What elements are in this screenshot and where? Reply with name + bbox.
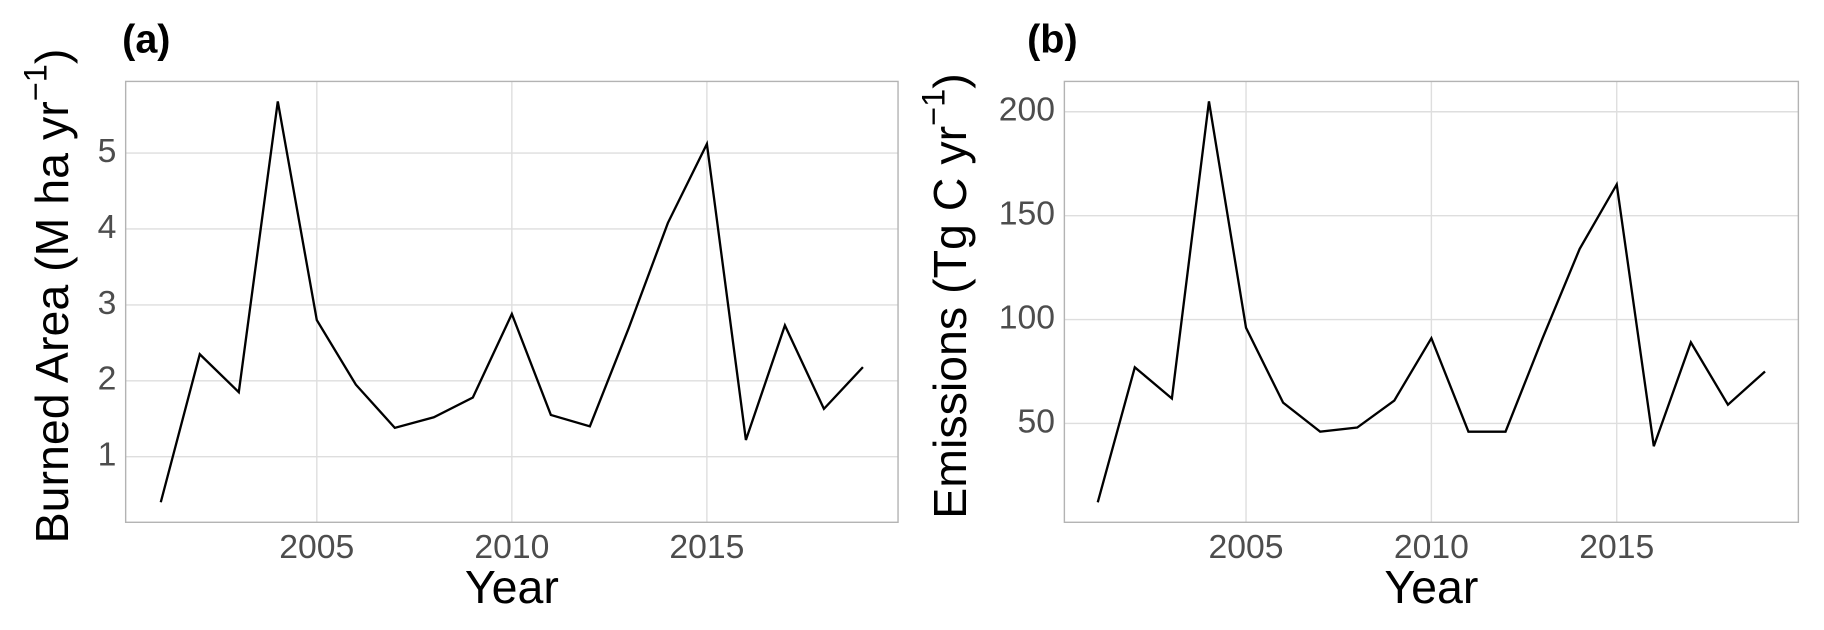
y-tick-label: 5 xyxy=(98,132,117,170)
y-axis-title-suffix: ) xyxy=(26,49,78,64)
data-line xyxy=(159,101,864,503)
y-tick-label: 200 xyxy=(999,91,1055,129)
y-axis-title-superscript: −1 xyxy=(17,64,53,101)
y-tick-label: 150 xyxy=(999,195,1055,233)
panel-label: (b) xyxy=(1027,17,1077,61)
x-axis-title: Year xyxy=(465,561,559,613)
plot-frame xyxy=(124,80,899,523)
y-tick-label: 1 xyxy=(98,436,117,474)
data-line xyxy=(1096,101,1766,503)
y-tick-label: 50 xyxy=(1018,402,1056,440)
y-axis-title-text: Burned Area (M ha yr xyxy=(26,101,78,543)
y-axis-title-text: Emissions (Tg C yr xyxy=(924,126,976,519)
y-tick-label: 100 xyxy=(999,298,1055,336)
x-tick-label: 2005 xyxy=(1209,528,1284,566)
y-tick-label: 4 xyxy=(98,208,117,246)
x-axis-title: Year xyxy=(1384,561,1478,613)
x-tick-label: 2005 xyxy=(279,528,354,566)
y-axis-title-superscript: −1 xyxy=(915,89,951,126)
y-tick-label: 3 xyxy=(98,284,117,322)
x-tick-label: 2015 xyxy=(1579,528,1654,566)
x-tick-label: 2015 xyxy=(669,528,744,566)
x-tick-label: 2010 xyxy=(474,528,549,566)
y-axis-title: Burned Area (M ha yr−1) xyxy=(17,49,78,544)
panel-label: (a) xyxy=(122,17,170,61)
x-tick-label: 2010 xyxy=(1394,528,1469,566)
y-tick-label: 2 xyxy=(98,360,117,398)
y-axis-title: Emissions (Tg C yr−1) xyxy=(915,73,976,518)
y-axis-title-suffix: ) xyxy=(924,73,976,88)
plot-frame xyxy=(1063,80,1800,523)
